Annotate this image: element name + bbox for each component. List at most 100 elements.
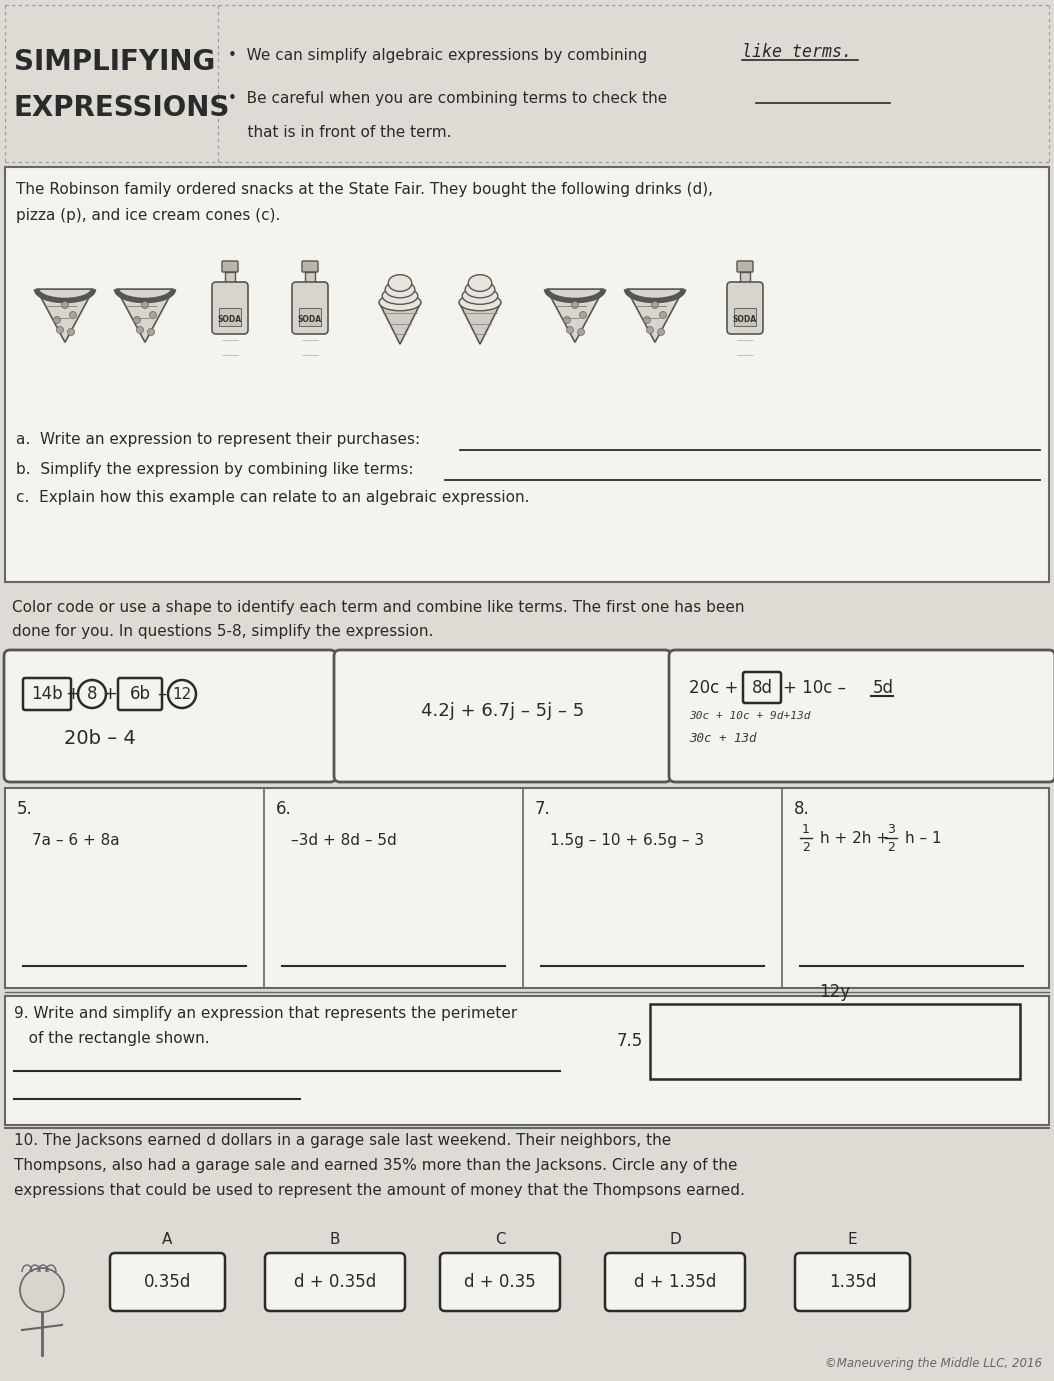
Text: pizza (p), and ice cream cones (c).: pizza (p), and ice cream cones (c). [16, 209, 280, 222]
Polygon shape [626, 289, 683, 342]
Circle shape [150, 312, 156, 319]
Text: 1.35d: 1.35d [828, 1273, 876, 1291]
Circle shape [571, 301, 579, 308]
Ellipse shape [379, 294, 421, 311]
Text: 0.35d: 0.35d [143, 1273, 191, 1291]
Circle shape [564, 316, 570, 323]
Text: of the rectangle shown.: of the rectangle shown. [14, 1032, 210, 1045]
FancyBboxPatch shape [440, 1253, 560, 1311]
Text: d + 0.35: d + 0.35 [464, 1273, 535, 1291]
Text: 12: 12 [173, 686, 192, 702]
Text: 30c + 13d: 30c + 13d [689, 732, 757, 744]
Text: –3d + 8d – 5d: –3d + 8d – 5d [291, 833, 396, 848]
Polygon shape [460, 302, 501, 344]
Text: 10. The Jacksons earned d dollars in a garage sale last weekend. Their neighbors: 10. The Jacksons earned d dollars in a g… [14, 1132, 671, 1148]
Text: a.  Write an expression to represent their purchases:: a. Write an expression to represent thei… [16, 432, 421, 447]
Text: d + 1.35d: d + 1.35d [633, 1273, 716, 1291]
Bar [734, 308, 756, 326]
Bar [225, 272, 235, 289]
Text: 5d: 5d [873, 679, 894, 697]
Text: –: – [157, 685, 167, 703]
Text: 12y: 12y [819, 983, 851, 1001]
Text: 14b: 14b [32, 685, 63, 703]
Text: h – 1: h – 1 [905, 830, 941, 845]
Circle shape [141, 301, 149, 308]
Text: SIMPLIFYING: SIMPLIFYING [14, 48, 215, 76]
Polygon shape [547, 289, 604, 342]
Circle shape [148, 329, 155, 336]
Ellipse shape [465, 282, 494, 298]
FancyBboxPatch shape [222, 261, 238, 272]
Text: Color code or use a shape to identify each term and combine like terms. The firs: Color code or use a shape to identify ea… [12, 599, 744, 615]
Circle shape [67, 329, 75, 336]
Text: d + 0.35d: d + 0.35d [294, 1273, 376, 1291]
Circle shape [566, 326, 573, 333]
Bar [299, 308, 321, 326]
Polygon shape [379, 302, 421, 344]
Bar [5, 996, 1049, 1126]
Circle shape [70, 312, 77, 319]
Text: 8d: 8d [752, 679, 773, 697]
Text: 20c +: 20c + [689, 679, 739, 697]
Text: The Robinson family ordered snacks at the State Fair. They bought the following : The Robinson family ordered snacks at th… [16, 182, 713, 197]
Polygon shape [117, 289, 174, 342]
Ellipse shape [385, 282, 415, 298]
Text: A: A [162, 1232, 173, 1247]
Text: 9. Write and simplify an expression that represents the perimeter: 9. Write and simplify an expression that… [14, 1005, 518, 1021]
Text: 6b: 6b [130, 685, 151, 703]
Circle shape [20, 1268, 64, 1312]
FancyBboxPatch shape [669, 650, 1054, 782]
Circle shape [578, 329, 585, 336]
Circle shape [651, 301, 659, 308]
Bar [5, 167, 1049, 581]
Text: •  Be careful when you are combining terms to check the: • Be careful when you are combining term… [228, 91, 667, 105]
FancyBboxPatch shape [212, 282, 248, 334]
Bar [650, 1004, 1020, 1079]
FancyBboxPatch shape [727, 282, 763, 334]
Text: SODA: SODA [733, 315, 757, 323]
Text: SODA: SODA [298, 315, 323, 323]
Ellipse shape [388, 275, 412, 291]
Text: SODA: SODA [218, 315, 242, 323]
Text: 7a – 6 + 8a: 7a – 6 + 8a [32, 833, 119, 848]
Circle shape [137, 326, 143, 333]
FancyBboxPatch shape [265, 1253, 405, 1311]
Text: + 10c –: + 10c – [783, 679, 846, 697]
Text: +: + [102, 685, 117, 703]
FancyBboxPatch shape [334, 650, 671, 782]
Bar [219, 308, 241, 326]
Circle shape [134, 316, 140, 323]
Text: EXPRESSIONS: EXPRESSIONS [14, 94, 231, 122]
Ellipse shape [462, 287, 497, 304]
Bar [305, 272, 315, 289]
Text: 8: 8 [86, 685, 97, 703]
Circle shape [660, 312, 666, 319]
FancyBboxPatch shape [795, 1253, 910, 1311]
Circle shape [646, 326, 653, 333]
Text: D: D [669, 1232, 681, 1247]
Circle shape [54, 316, 60, 323]
Text: b.  Simplify the expression by combining like terms:: b. Simplify the expression by combining … [16, 463, 413, 476]
Bar [5, 789, 1049, 987]
Text: Thompsons, also had a garage sale and earned 35% more than the Jacksons. Circle : Thompsons, also had a garage sale and ea… [14, 1159, 738, 1172]
Text: 30c + 10c + 9d+13d: 30c + 10c + 9d+13d [689, 711, 811, 721]
Text: 2: 2 [887, 841, 895, 853]
FancyBboxPatch shape [4, 650, 336, 782]
Text: 6.: 6. [276, 800, 292, 818]
Text: 4.2j + 6.7j – 5j – 5: 4.2j + 6.7j – 5j – 5 [421, 702, 584, 720]
FancyBboxPatch shape [737, 261, 753, 272]
Text: 8.: 8. [794, 800, 809, 818]
Text: 2: 2 [802, 841, 809, 853]
Text: +: + [65, 685, 80, 703]
Circle shape [644, 316, 650, 323]
Circle shape [57, 326, 63, 333]
Polygon shape [37, 289, 94, 342]
Text: expressions that could be used to represent the amount of money that the Thompso: expressions that could be used to repres… [14, 1184, 745, 1197]
Text: C: C [494, 1232, 505, 1247]
Text: 3: 3 [887, 823, 895, 836]
Circle shape [658, 329, 664, 336]
Text: 20b – 4: 20b – 4 [64, 729, 136, 747]
FancyBboxPatch shape [605, 1253, 745, 1311]
Text: 1.5g – 10 + 6.5g – 3: 1.5g – 10 + 6.5g – 3 [550, 833, 704, 848]
Text: c.  Explain how this example can relate to an algebraic expression.: c. Explain how this example can relate t… [16, 490, 529, 505]
